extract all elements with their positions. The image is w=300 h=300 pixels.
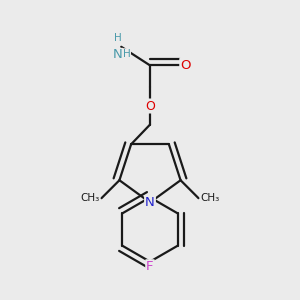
Text: N: N [145, 196, 155, 209]
Text: N: N [113, 49, 123, 62]
Text: O: O [180, 59, 191, 72]
Text: H: H [123, 49, 131, 58]
Text: H: H [114, 33, 122, 43]
Text: O: O [145, 100, 155, 112]
Text: CH₃: CH₃ [80, 193, 100, 203]
Text: CH₃: CH₃ [200, 193, 220, 203]
Text: F: F [146, 260, 154, 273]
